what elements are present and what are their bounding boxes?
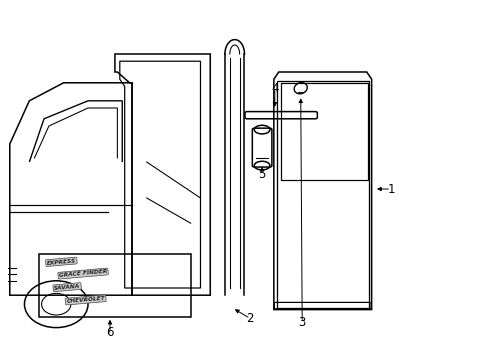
Text: SAVANA: SAVANA — [54, 284, 81, 291]
Text: 3: 3 — [298, 316, 305, 329]
Text: 2: 2 — [246, 312, 254, 325]
Text: GRACE FINDER: GRACE FINDER — [59, 269, 107, 278]
Text: 1: 1 — [386, 183, 394, 195]
Text: EXPRESS: EXPRESS — [46, 258, 76, 266]
Bar — [39, 254, 190, 317]
Text: 6: 6 — [106, 327, 114, 339]
Text: 4: 4 — [270, 82, 278, 95]
Text: 5: 5 — [258, 168, 265, 181]
Text: CHEVROLET: CHEVROLET — [66, 296, 105, 304]
